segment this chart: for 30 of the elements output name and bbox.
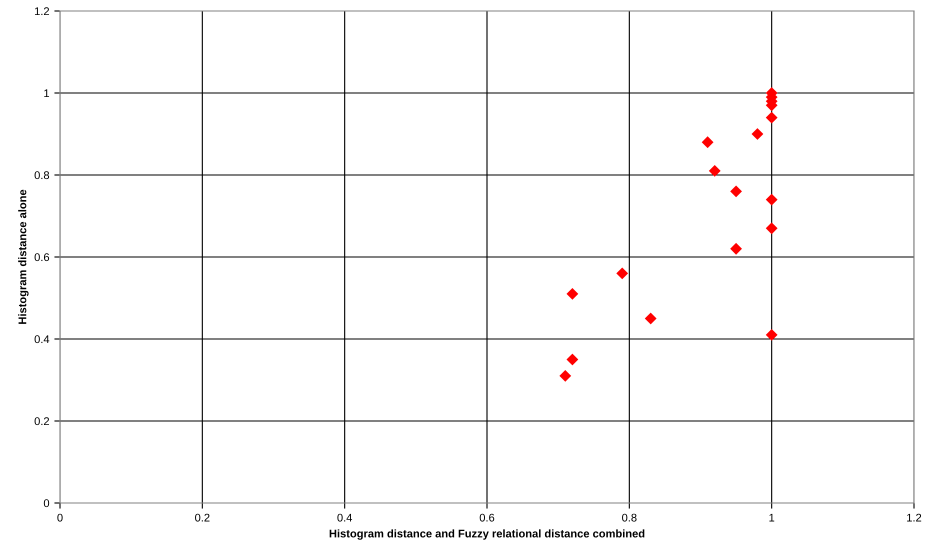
y-tick-label: 1.2 <box>34 7 50 16</box>
point <box>730 186 742 198</box>
point <box>566 354 578 366</box>
x-tick-label: 0.8 <box>622 514 637 522</box>
point <box>559 370 572 382</box>
point <box>766 194 778 206</box>
point <box>708 165 721 177</box>
point <box>644 312 657 324</box>
y-tick-label: 0.8 <box>34 171 50 180</box>
x-tick-label: 0.4 <box>337 514 352 522</box>
y-tick-label: 0 <box>44 499 50 508</box>
x-tick-label: 1.2 <box>907 514 922 522</box>
point <box>702 136 714 148</box>
y-tick-label: 0.2 <box>34 417 50 426</box>
y-tick-label: 0.6 <box>34 253 50 262</box>
x-tick-label: 0 <box>57 514 63 522</box>
point <box>766 222 778 234</box>
x-tick-label: 1 <box>769 514 774 522</box>
point <box>730 242 742 255</box>
point <box>766 329 778 341</box>
y-axis-title: Histogram distance alone <box>18 190 29 324</box>
point <box>566 288 578 300</box>
point <box>752 128 764 140</box>
x-axis-title: Histogram distance and Fuzzy relational distance combined <box>330 529 644 540</box>
y-tick-label: 1 <box>44 89 50 98</box>
x-tick-label: 0.2 <box>195 514 210 522</box>
x-tick-label: 0.6 <box>480 514 494 522</box>
point <box>766 112 778 124</box>
point <box>616 268 628 280</box>
y-tick-label: 0.4 <box>34 335 50 344</box>
